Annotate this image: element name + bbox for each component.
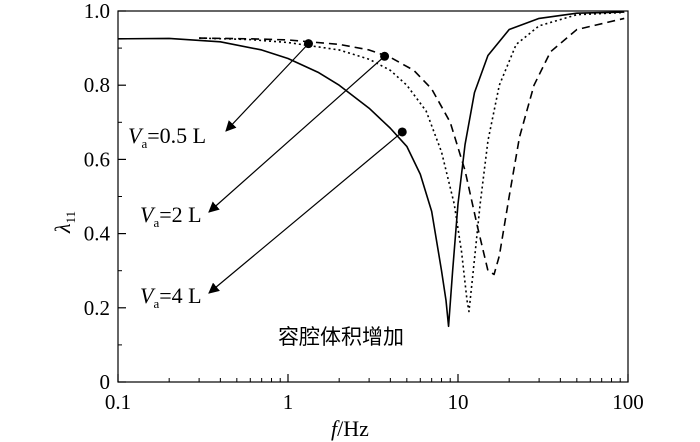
y-tick-label: 0.2 xyxy=(84,296,110,320)
x-tick-label: 100 xyxy=(612,390,644,414)
x-tick-label: 1 xyxy=(283,390,294,414)
annotation-arrows xyxy=(208,43,403,294)
marker-point xyxy=(380,51,390,61)
series-layer xyxy=(117,11,625,328)
y-tick-label: 0.6 xyxy=(84,147,110,171)
y-tick-label: 0 xyxy=(100,370,111,394)
marker-point xyxy=(397,127,407,137)
axis-ticks: 0.1 1 10 100 0 0.2 0.4 0.6 0.8 1.0 xyxy=(84,0,644,414)
y-axis-title: λ11 xyxy=(50,211,78,234)
marker-point xyxy=(303,39,313,49)
marker-layer xyxy=(303,39,407,137)
x-axis-title: f/Hz xyxy=(331,416,369,441)
x-tick-label: 10 xyxy=(448,390,469,414)
y-tick-label: 0.8 xyxy=(84,73,110,97)
series-dashed-line xyxy=(199,17,625,276)
annotation-label-2: Va=4 L xyxy=(140,283,202,311)
annotation-label-0: Va=0.5 L xyxy=(128,123,206,151)
series-dotted-line xyxy=(199,11,625,313)
annotation-label-1: Va=2 L xyxy=(140,202,202,230)
annotation-arrow xyxy=(208,131,403,294)
volume-increase-note: 容腔体积增加 xyxy=(278,325,404,349)
annotation-arrow xyxy=(225,43,309,132)
y-tick-label: 1.0 xyxy=(84,0,110,23)
y-tick-label: 0.4 xyxy=(84,222,111,246)
series-solid-line xyxy=(117,11,625,328)
x-tick-label: 0.1 xyxy=(105,390,131,414)
annotation-arrow xyxy=(208,55,385,213)
